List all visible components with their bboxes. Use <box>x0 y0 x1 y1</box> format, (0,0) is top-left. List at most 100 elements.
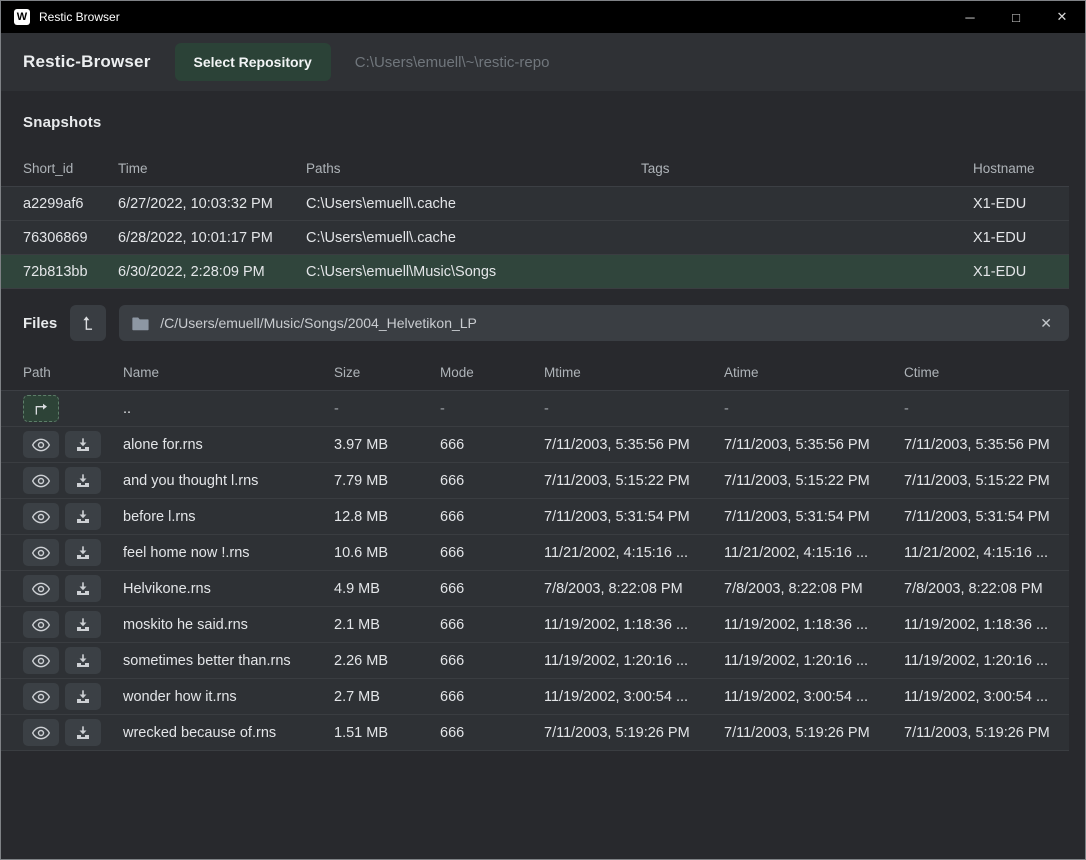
minimize-button[interactable]: ─ <box>947 1 993 33</box>
titlebar: W Restic Browser ─ □ ✕ <box>1 1 1085 33</box>
files-bar: Files /C/Users/emuell/Music/Songs/2004_H… <box>1 305 1069 341</box>
download-icon <box>75 509 91 525</box>
current-path-input[interactable]: /C/Users/emuell/Music/Songs/2004_Helveti… <box>119 305 1069 341</box>
eye-icon <box>31 725 51 741</box>
snapshot-time: 6/28/2022, 10:01:17 PM <box>118 230 306 246</box>
file-row[interactable]: moskito he said.rns 2.1 MB 666 11/19/200… <box>1 607 1069 643</box>
file-mode: 666 <box>440 617 544 633</box>
file-atime: 11/19/2002, 1:18:36 ... <box>724 617 904 633</box>
file-row-actions <box>23 431 123 458</box>
file-size: 12.8 MB <box>334 509 440 525</box>
file-row-actions <box>23 467 123 494</box>
file-ctime: 7/11/2003, 5:19:26 PM <box>904 725 1069 741</box>
file-mtime: 11/19/2002, 3:00:54 ... <box>544 689 724 705</box>
file-mtime: 7/11/2003, 5:15:22 PM <box>544 473 724 489</box>
file-name: wonder how it.rns <box>123 689 334 705</box>
file-atime: 11/19/2002, 1:20:16 ... <box>724 653 904 669</box>
eye-icon <box>31 437 51 453</box>
files-heading: Files <box>23 315 57 332</box>
file-tree-toggle-button[interactable] <box>70 305 106 341</box>
snapshot-short-id: 72b813bb <box>23 264 118 280</box>
close-button[interactable]: ✕ <box>1039 1 1085 33</box>
file-mtime: 11/19/2002, 1:18:36 ... <box>544 617 724 633</box>
file-row[interactable]: before l.rns 12.8 MB 666 7/11/2003, 5:31… <box>1 499 1069 535</box>
parent-directory-row[interactable]: .. - - - - - <box>1 391 1069 427</box>
file-size: 4.9 MB <box>334 581 440 597</box>
file-mtime: 11/19/2002, 1:20:16 ... <box>544 653 724 669</box>
file-atime: 11/21/2002, 4:15:16 ... <box>724 545 904 561</box>
preview-file-button[interactable] <box>23 575 59 602</box>
download-file-button[interactable] <box>65 431 101 458</box>
maximize-button[interactable]: □ <box>993 1 1039 33</box>
app-title: Restic-Browser <box>23 52 151 72</box>
parent-directory-mtime: - <box>544 401 724 417</box>
preview-file-button[interactable] <box>23 647 59 674</box>
parent-directory-actions <box>23 395 123 422</box>
clear-path-icon[interactable]: ✕ <box>1036 313 1056 334</box>
file-row[interactable]: sometimes better than.rns 2.26 MB 666 11… <box>1 643 1069 679</box>
file-size: 2.1 MB <box>334 617 440 633</box>
snapshot-row[interactable]: a2299af6 6/27/2022, 10:03:32 PM C:\Users… <box>1 187 1069 221</box>
eye-icon <box>31 653 51 669</box>
file-name: wrecked because of.rns <box>123 725 334 741</box>
download-file-button[interactable] <box>65 719 101 746</box>
download-icon <box>75 545 91 561</box>
parent-directory-ctime: - <box>904 401 1069 417</box>
file-atime: 7/8/2003, 8:22:08 PM <box>724 581 904 597</box>
go-up-level-icon <box>80 315 97 332</box>
file-row[interactable]: wrecked because of.rns 1.51 MB 666 7/11/… <box>1 715 1069 751</box>
snapshot-paths: C:\Users\emuell\Music\Songs <box>306 264 641 280</box>
download-icon <box>75 689 91 705</box>
file-mode: 666 <box>440 653 544 669</box>
preview-file-button[interactable] <box>23 467 59 494</box>
preview-file-button[interactable] <box>23 719 59 746</box>
file-row[interactable]: alone for.rns 3.97 MB 666 7/11/2003, 5:3… <box>1 427 1069 463</box>
snapshot-short-id: a2299af6 <box>23 196 118 212</box>
file-mtime: 7/8/2003, 8:22:08 PM <box>544 581 724 597</box>
download-icon <box>75 653 91 669</box>
window-title: Restic Browser <box>39 10 120 24</box>
file-name: feel home now !.rns <box>123 545 334 561</box>
preview-file-button[interactable] <box>23 431 59 458</box>
parent-directory-atime: - <box>724 401 904 417</box>
select-repository-button[interactable]: Select Repository <box>175 43 331 81</box>
snapshot-hostname: X1-EDU <box>973 196 1069 212</box>
snapshot-paths: C:\Users\emuell\.cache <box>306 196 641 212</box>
column-header-paths: Paths <box>306 161 641 176</box>
download-file-button[interactable] <box>65 539 101 566</box>
file-mode: 666 <box>440 725 544 741</box>
file-ctime: 11/19/2002, 3:00:54 ... <box>904 689 1069 705</box>
file-atime: 7/11/2003, 5:19:26 PM <box>724 725 904 741</box>
download-icon <box>75 581 91 597</box>
files-table-body: alone for.rns 3.97 MB 666 7/11/2003, 5:3… <box>1 427 1085 751</box>
file-row[interactable]: feel home now !.rns 10.6 MB 666 11/21/20… <box>1 535 1069 571</box>
download-file-button[interactable] <box>65 575 101 602</box>
preview-file-button[interactable] <box>23 539 59 566</box>
file-row[interactable]: and you thought l.rns 7.79 MB 666 7/11/2… <box>1 463 1069 499</box>
snapshot-hostname: X1-EDU <box>973 230 1069 246</box>
file-row[interactable]: wonder how it.rns 2.7 MB 666 11/19/2002,… <box>1 679 1069 715</box>
column-header-size: Size <box>334 365 440 380</box>
download-file-button[interactable] <box>65 503 101 530</box>
column-header-name: Name <box>123 365 334 380</box>
parent-directory-name: .. <box>123 401 334 417</box>
file-mode: 666 <box>440 689 544 705</box>
download-file-button[interactable] <box>65 647 101 674</box>
snapshot-row[interactable]: 72b813bb 6/30/2022, 2:28:09 PM C:\Users\… <box>1 255 1069 289</box>
file-row-actions <box>23 647 123 674</box>
snapshots-heading: Snapshots <box>1 91 1085 131</box>
preview-file-button[interactable] <box>23 503 59 530</box>
snapshot-row[interactable]: 76306869 6/28/2022, 10:01:17 PM C:\Users… <box>1 221 1069 255</box>
snapshot-short-id: 76306869 <box>23 230 118 246</box>
preview-file-button[interactable] <box>23 611 59 638</box>
app-window: W Restic Browser ─ □ ✕ Restic-Browser Se… <box>0 0 1086 860</box>
go-to-parent-button[interactable] <box>23 395 59 422</box>
preview-file-button[interactable] <box>23 683 59 710</box>
file-row[interactable]: Helvikone.rns 4.9 MB 666 7/8/2003, 8:22:… <box>1 571 1069 607</box>
download-icon <box>75 437 91 453</box>
download-file-button[interactable] <box>65 683 101 710</box>
download-file-button[interactable] <box>65 467 101 494</box>
file-ctime: 7/8/2003, 8:22:08 PM <box>904 581 1069 597</box>
file-ctime: 7/11/2003, 5:35:56 PM <box>904 437 1069 453</box>
download-file-button[interactable] <box>65 611 101 638</box>
